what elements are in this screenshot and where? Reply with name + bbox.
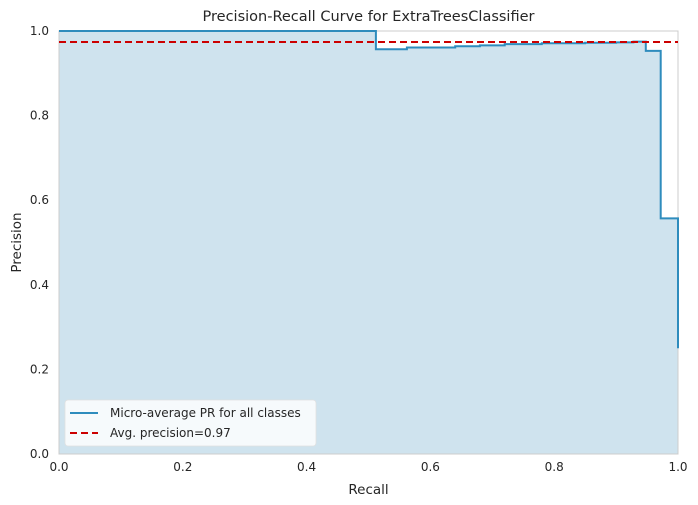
y-tick-label: 0.6 xyxy=(30,193,49,207)
x-tick-labels: 0.0 0.2 0.4 0.6 0.8 1.0 xyxy=(49,460,687,474)
chart-title: Precision-Recall Curve for ExtraTreesCla… xyxy=(203,9,535,25)
pr-curve-fill xyxy=(59,31,678,454)
y-tick-label: 0.4 xyxy=(30,278,49,292)
x-tick-label: 0.0 xyxy=(49,460,68,474)
y-axis-label: Precision xyxy=(9,212,25,272)
y-tick-label: 0.8 xyxy=(30,109,49,123)
x-axis-label: Recall xyxy=(348,482,388,498)
y-tick-label: 1.0 xyxy=(30,24,49,38)
legend-label-avg-precision: Avg. precision=0.97 xyxy=(110,426,231,440)
x-tick-label: 1.0 xyxy=(668,460,687,474)
y-tick-label: 0.0 xyxy=(30,447,49,461)
legend-label-micro-average: Micro-average PR for all classes xyxy=(110,406,301,420)
pr-curve-line xyxy=(59,30,679,349)
legend-box xyxy=(64,399,317,447)
x-tick-label: 0.2 xyxy=(173,460,192,474)
y-tick-label: 0.2 xyxy=(30,362,49,376)
x-tick-label: 0.4 xyxy=(297,460,316,474)
y-tick-labels: 0.0 0.2 0.4 0.6 0.8 1.0 xyxy=(30,24,49,461)
x-tick-label: 0.8 xyxy=(545,460,564,474)
x-tick-label: 0.6 xyxy=(421,460,440,474)
legend: Micro-average PR for all classes Avg. pr… xyxy=(64,399,317,447)
